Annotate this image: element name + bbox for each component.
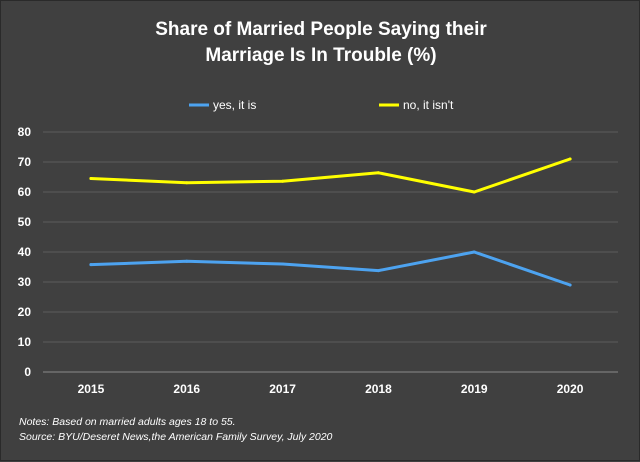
- chart-title-line-1: Share of Married People Saying their: [155, 19, 487, 40]
- series-line-2: [89, 157, 572, 194]
- source-line: Source: BYU/Deseret News,the American Fa…: [19, 431, 333, 443]
- y-tick-label: 30: [18, 275, 32, 289]
- y-axis: 0 10 20 30 40 50 60 70 80: [18, 125, 32, 379]
- x-axis: 2015 2016 2017 2018 2019 2020: [78, 382, 584, 396]
- y-tick-label: 60: [18, 185, 32, 199]
- legend-label: no, it isn't: [403, 98, 454, 112]
- data-point: [376, 171, 380, 175]
- y-tick-label: 50: [18, 215, 32, 229]
- y-tick-label: 70: [18, 155, 32, 169]
- x-tick-label: 2016: [173, 382, 200, 396]
- gridlines: [43, 131, 618, 373]
- legend-label: yes, it is: [213, 98, 256, 112]
- y-tick-label: 20: [18, 305, 32, 319]
- y-tick-label: 40: [18, 245, 32, 259]
- x-tick-label: 2017: [269, 382, 296, 396]
- chart-title-line-2: Marriage Is In Trouble (%): [205, 45, 437, 66]
- x-tick-label: 2020: [557, 382, 584, 396]
- data-point: [568, 283, 572, 287]
- y-tick-label: 80: [18, 125, 32, 139]
- series-lines: [89, 157, 572, 287]
- data-point: [185, 259, 189, 263]
- chart-notes: Notes: Based on married adults ages 18 t…: [19, 415, 332, 445]
- x-tick-label: 2018: [365, 382, 392, 396]
- chart-title: Share of Married People Saying their Mar…: [1, 17, 640, 69]
- data-point: [472, 190, 476, 194]
- notes-line: Notes: Based on married adults ages 18 t…: [19, 416, 236, 428]
- data-point: [472, 250, 476, 254]
- data-point: [89, 263, 93, 267]
- data-point: [281, 262, 285, 266]
- data-point: [281, 179, 285, 183]
- data-point: [376, 269, 380, 273]
- data-point: [185, 181, 189, 185]
- data-point: [568, 157, 572, 161]
- x-tick-label: 2015: [78, 382, 105, 396]
- series-line-1: [89, 250, 572, 287]
- x-tick-label: 2019: [461, 382, 488, 396]
- legend: yes, it is no, it isn't: [189, 98, 454, 112]
- y-tick-label: 0: [24, 365, 31, 379]
- data-point: [89, 177, 93, 180]
- y-tick-label: 10: [18, 335, 32, 349]
